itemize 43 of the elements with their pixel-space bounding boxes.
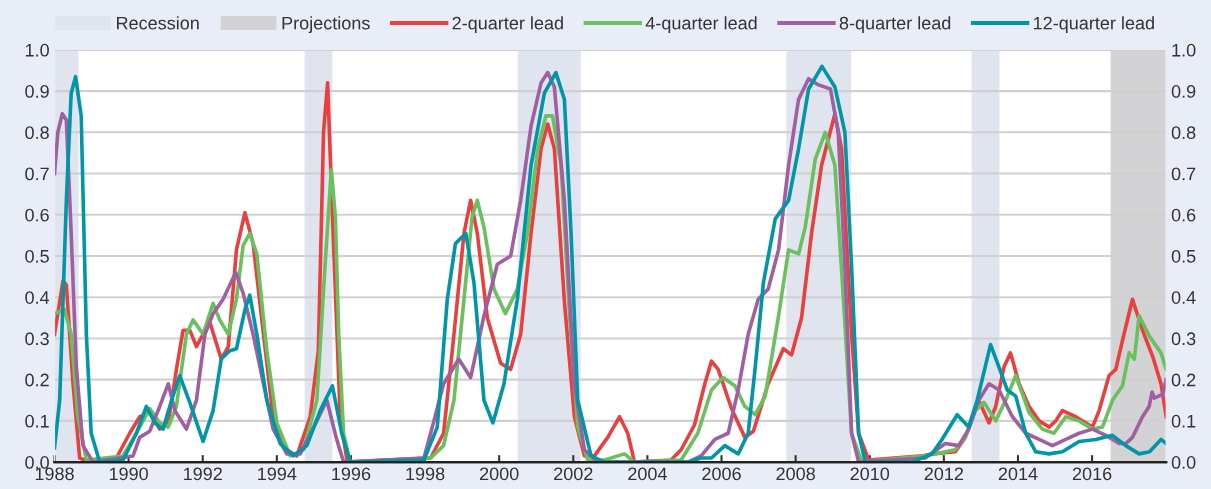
y2-tick-label: 0.4 bbox=[1171, 291, 1196, 304]
y-tick-label: 0.1 bbox=[25, 414, 49, 428]
y2-tick-label: 0.5 bbox=[1171, 249, 1196, 263]
x-tick-label: 2012 bbox=[924, 467, 964, 481]
y-tick-label: 0.2 bbox=[25, 373, 49, 387]
y-tick-label: 0.6 bbox=[25, 208, 49, 222]
x-tick-label: 2016 bbox=[1072, 467, 1112, 481]
y-tick-label: 0.0 bbox=[25, 456, 49, 469]
y-tick-label: 0.5 bbox=[25, 249, 49, 263]
x-tick-label: 2010 bbox=[850, 467, 890, 481]
y-tick-label: 0.3 bbox=[25, 332, 49, 346]
y-tick-label: 0.9 bbox=[25, 85, 49, 98]
y2-tick-label: 0.1 bbox=[1171, 414, 1196, 428]
x-tick-label: 2004 bbox=[628, 467, 667, 481]
y-tick-label: 0.7 bbox=[25, 167, 49, 181]
x-tick-label: 2006 bbox=[702, 467, 741, 481]
x-tick-label: 1998 bbox=[406, 467, 445, 481]
x-tick-label: 1990 bbox=[109, 467, 148, 481]
x-tick-label: 2008 bbox=[776, 467, 815, 481]
x-tick-label: 1994 bbox=[258, 467, 297, 481]
legend-label: 4-quarter lead bbox=[645, 16, 757, 34]
y-tick-label: 0.8 bbox=[25, 126, 49, 140]
x-tick-label: 1992 bbox=[184, 467, 222, 481]
y2-tick-label: 0.8 bbox=[1171, 126, 1196, 140]
x-tick-label: 2000 bbox=[480, 467, 519, 481]
y2-tick-label: 1.0 bbox=[1172, 43, 1196, 57]
legend-label: 12-quarter lead bbox=[1033, 16, 1154, 34]
y2-tick-label: 0.6 bbox=[1171, 208, 1196, 222]
y2-tick-label: 0.3 bbox=[1171, 332, 1196, 346]
legend-label: 8-quarter lead bbox=[839, 16, 951, 34]
legend-label: Projections bbox=[282, 16, 370, 34]
y2-tick-label: 0.7 bbox=[1171, 167, 1196, 181]
x-tick-label: 2002 bbox=[554, 467, 593, 481]
x-tick-label: 1988 bbox=[35, 467, 74, 481]
x-tick-label: 2014 bbox=[998, 467, 1038, 481]
x-tick-label: 1996 bbox=[332, 467, 371, 481]
y2-tick-label: 0.9 bbox=[1171, 85, 1196, 98]
y2-tick-label: 0.2 bbox=[1171, 373, 1196, 387]
legend-label: Recession bbox=[117, 16, 199, 30]
y2-tick-label: 0.0 bbox=[1171, 456, 1196, 469]
y-tick-label: 1.0 bbox=[25, 43, 49, 57]
y-tick-label: 0.4 bbox=[25, 291, 50, 304]
legend-label: 2-quarter lead bbox=[452, 16, 563, 34]
